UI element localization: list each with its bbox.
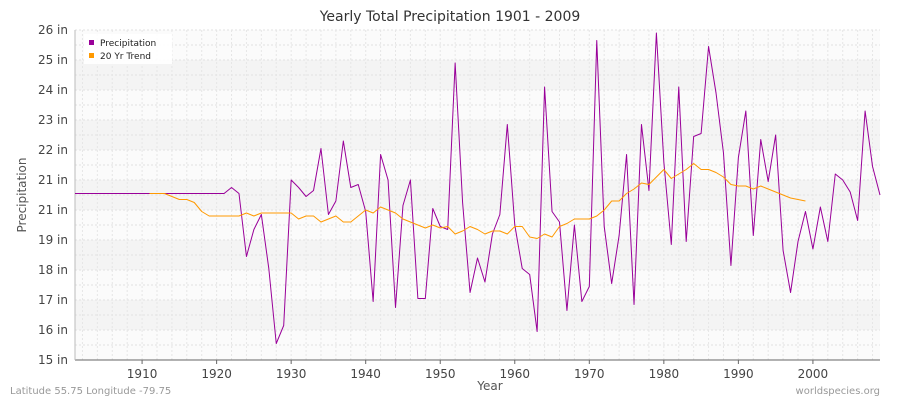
background-band [75,210,880,240]
grid-lines [75,29,880,361]
x-tick-label: 1920 [201,367,232,381]
trend-line [149,163,806,239]
series-layer [75,32,881,344]
y-tick-label: 26 in [38,23,68,37]
y-tick-label: 17 in [38,293,68,307]
x-tick-label: 1980 [649,367,680,381]
x-tick-label: 1990 [723,367,754,381]
legend-swatch-precipitation [89,40,94,45]
background-bands [75,30,880,360]
x-tick-label: 1940 [350,367,381,381]
y-tick-label: 19 in [38,233,68,247]
y-axis-ticks: 15 in 16 in 17 in 18 in 19 in 21 in 21 in 22 in… [38,23,68,367]
y-tick-label: 18 in [38,263,68,277]
x-tick-label: 1960 [499,367,530,381]
background-band [75,30,880,60]
background-band [75,180,880,210]
y-axis-title: Precipitation [15,157,29,232]
y-tick-label: 21 in [38,173,68,187]
precipitation-line [75,32,881,344]
legend-swatch-trend [89,53,94,58]
legend-box [84,34,172,64]
background-band [75,270,880,300]
y-tick-label: 22 in [38,143,68,157]
x-tick-label: 1930 [276,367,307,381]
x-axis-ticks: 1910 1920 1930 1940 1950 1960 1970 1980 1990 2000 [127,360,828,381]
footer-location: Latitude 55.75 Longitude -79.75 [10,386,171,397]
x-tick-label: 1910 [127,367,158,381]
background-band [75,300,880,330]
legend: Precipitation 20 Yr Trend [84,34,172,64]
x-axis-title: Year [476,379,502,393]
footer-source: worldspecies.org [796,386,880,397]
background-band [75,120,880,150]
y-tick-label: 15 in [38,353,68,367]
y-tick-label: 24 in [38,83,68,97]
legend-label-trend: 20 Yr Trend [100,52,151,62]
y-tick-label: 21 in [38,203,68,217]
y-tick-label: 16 in [38,323,68,337]
x-tick-label: 1970 [574,367,605,381]
background-band [75,240,880,270]
x-tick-label: 1950 [425,367,456,381]
y-tick-label: 25 in [38,53,68,67]
background-band [75,150,880,180]
chart-title: Yearly Total Precipitation 1901 - 2009 [319,9,581,25]
y-tick-label: 23 in [38,113,68,127]
background-band [75,60,880,90]
background-band [75,330,880,360]
x-tick-label: 2000 [798,367,829,381]
legend-label-precipitation: Precipitation [100,39,156,49]
